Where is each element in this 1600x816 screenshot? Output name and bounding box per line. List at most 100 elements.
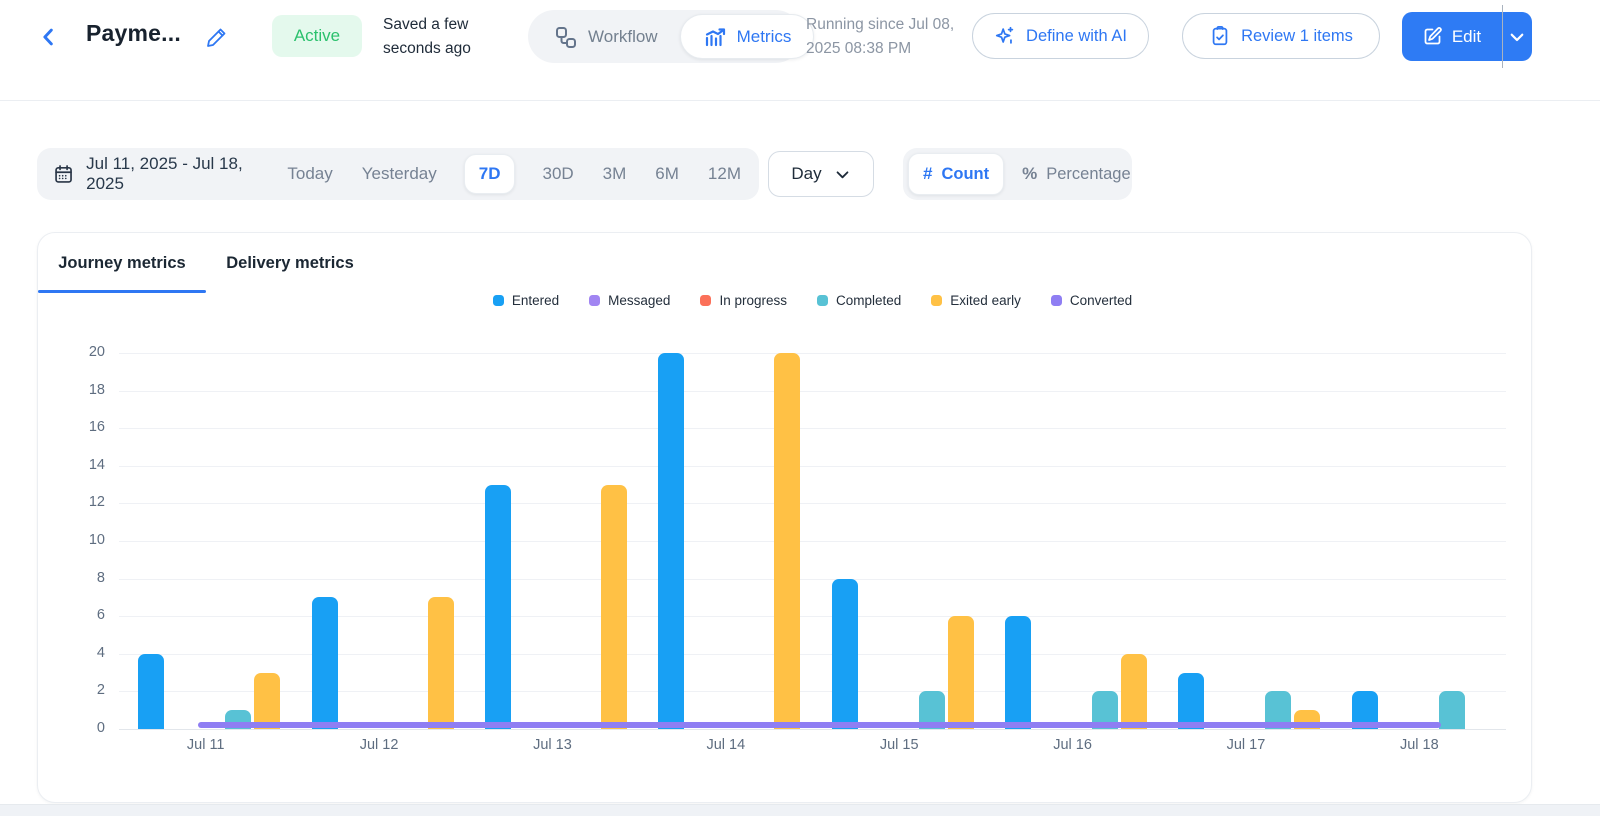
sparkles-icon bbox=[995, 26, 1014, 44]
legend-swatch-in-progress bbox=[700, 295, 712, 306]
date-range[interactable]: Jul 11, 2025 - Jul 18, 2025 bbox=[86, 154, 243, 193]
workflow-icon bbox=[556, 26, 576, 48]
date-filter-bar: Jul 11, 2025 - Jul 18, 2025 Today Yesterd… bbox=[37, 148, 759, 200]
bar-entered-jul-15 bbox=[831, 578, 858, 729]
edit-dropdown-button[interactable] bbox=[1501, 12, 1532, 61]
preset-today[interactable]: Today bbox=[287, 164, 333, 183]
y-axis-label: 12 bbox=[88, 494, 105, 511]
metrics-icon bbox=[705, 27, 725, 46]
percent-icon: % bbox=[1022, 164, 1038, 183]
page-title: Payme... bbox=[86, 20, 181, 46]
preset-3m[interactable]: 3M bbox=[602, 164, 627, 183]
legend-label: In progress bbox=[719, 293, 787, 308]
x-axis-label: Jul 11 bbox=[186, 737, 225, 753]
gridline bbox=[119, 390, 1506, 392]
mode-count[interactable]: # Count bbox=[908, 153, 1005, 195]
legend-item-converted[interactable]: Converted bbox=[1050, 293, 1133, 308]
tab-delivery-metrics[interactable]: Delivery metrics bbox=[226, 254, 354, 272]
status-badge: Active bbox=[272, 15, 362, 57]
y-axis-label: 6 bbox=[96, 607, 105, 624]
tab-metrics-label: Metrics bbox=[736, 26, 792, 46]
bar-completed-jul-18 bbox=[1438, 691, 1465, 729]
bar-exited-early-jul-11 bbox=[254, 672, 281, 729]
review-items-button[interactable]: Review 1 items bbox=[1182, 13, 1380, 59]
preset-6m[interactable]: 6M bbox=[655, 164, 679, 183]
legend-label: Messaged bbox=[608, 293, 671, 308]
bar-exited-early-jul-14 bbox=[774, 353, 801, 729]
gridline bbox=[119, 428, 1506, 430]
chevron-down-icon bbox=[1510, 33, 1523, 41]
metrics-card: Journey metrics Delivery metrics Entered… bbox=[37, 232, 1532, 803]
back-button[interactable] bbox=[34, 22, 64, 52]
legend-item-exited-early[interactable]: Exited early bbox=[931, 293, 1021, 308]
pencil-icon bbox=[207, 28, 226, 47]
mode-count-label: Count bbox=[941, 164, 990, 183]
legend-label: Entered bbox=[511, 293, 560, 308]
chevron-left-icon bbox=[43, 28, 53, 46]
legend-item-messaged[interactable]: Messaged bbox=[589, 293, 670, 308]
y-axis-label: 14 bbox=[88, 456, 105, 473]
bar-entered-jul-13 bbox=[484, 484, 511, 729]
bar-exited-early-jul-15 bbox=[947, 616, 974, 729]
preset-12m[interactable]: 12M bbox=[707, 164, 741, 183]
tab-metrics[interactable]: Metrics bbox=[679, 14, 815, 59]
tab-workflow-label: Workflow bbox=[588, 26, 658, 46]
bar-exited-early-jul-16 bbox=[1121, 653, 1148, 729]
x-axis-label: Jul 16 bbox=[1053, 737, 1092, 753]
preset-7d[interactable]: 7D bbox=[463, 154, 516, 194]
edit-square-icon bbox=[1424, 27, 1442, 45]
tab-journey-metrics[interactable]: Journey metrics bbox=[58, 254, 186, 272]
bar-entered-jul-16 bbox=[1005, 616, 1032, 729]
gridline bbox=[119, 465, 1506, 467]
define-with-ai-button[interactable]: Define with AI bbox=[972, 13, 1149, 59]
edit-split-divider bbox=[1502, 5, 1503, 68]
mode-percentage[interactable]: % Percentage bbox=[1008, 153, 1145, 195]
legend-item-entered[interactable]: Entered bbox=[492, 293, 560, 308]
bar-entered-jul-11 bbox=[138, 653, 165, 729]
edit-label: Edit bbox=[1451, 26, 1482, 46]
legend-swatch-converted bbox=[1050, 295, 1062, 306]
calendar-icon bbox=[55, 165, 72, 183]
x-axis-label: Jul 17 bbox=[1226, 737, 1266, 753]
legend-item-in-progress[interactable]: In progress bbox=[700, 293, 787, 308]
gridline bbox=[119, 616, 1506, 618]
preset-30d[interactable]: 30D bbox=[542, 164, 574, 183]
clipboard-check-icon bbox=[1212, 25, 1228, 46]
x-axis-label: Jul 18 bbox=[1399, 737, 1439, 753]
legend-label: Converted bbox=[1069, 293, 1133, 308]
header: Payme... Active Saved a few seconds ago … bbox=[0, 0, 1600, 101]
gridline bbox=[119, 503, 1506, 505]
gridline bbox=[119, 578, 1506, 580]
preset-yesterday[interactable]: Yesterday bbox=[361, 164, 437, 183]
page-bottom-strip bbox=[0, 804, 1600, 816]
bar-exited-early-jul-12 bbox=[427, 597, 454, 729]
x-axis-label: Jul 15 bbox=[879, 737, 919, 753]
edit-button[interactable]: Edit bbox=[1402, 12, 1501, 61]
bar-exited-early-jul-13 bbox=[600, 484, 627, 729]
gridline bbox=[119, 353, 1506, 354]
granularity-select[interactable]: Day bbox=[768, 151, 874, 197]
legend-label: Completed bbox=[836, 293, 902, 308]
y-axis-label: 8 bbox=[96, 569, 105, 586]
rename-button[interactable] bbox=[204, 24, 230, 50]
y-axis-label: 2 bbox=[96, 682, 105, 699]
gridline bbox=[119, 541, 1506, 542]
y-axis-label: 4 bbox=[96, 644, 105, 661]
bar-entered-jul-17 bbox=[1178, 672, 1205, 729]
y-axis-label: 20 bbox=[88, 344, 105, 360]
legend-item-completed[interactable]: Completed bbox=[817, 293, 901, 308]
legend-swatch-entered bbox=[492, 295, 504, 306]
gridline bbox=[119, 653, 1506, 655]
define-with-ai-label: Define with AI bbox=[1026, 26, 1127, 45]
tab-workflow[interactable]: Workflow bbox=[532, 14, 680, 59]
hash-icon: # bbox=[923, 164, 933, 183]
card-tabs: Journey metrics Delivery metrics bbox=[38, 233, 374, 293]
y-axis-label: 0 bbox=[96, 720, 105, 736]
legend-label: Exited early bbox=[950, 293, 1021, 308]
y-axis-label: 18 bbox=[88, 381, 105, 398]
chart-legend: Entered Messaged In progress Completed Exite… bbox=[119, 293, 1506, 308]
mode-toggle: # Count % Percentage bbox=[903, 148, 1132, 200]
legend-swatch-completed bbox=[817, 295, 828, 306]
y-axis-label: 10 bbox=[88, 532, 105, 548]
